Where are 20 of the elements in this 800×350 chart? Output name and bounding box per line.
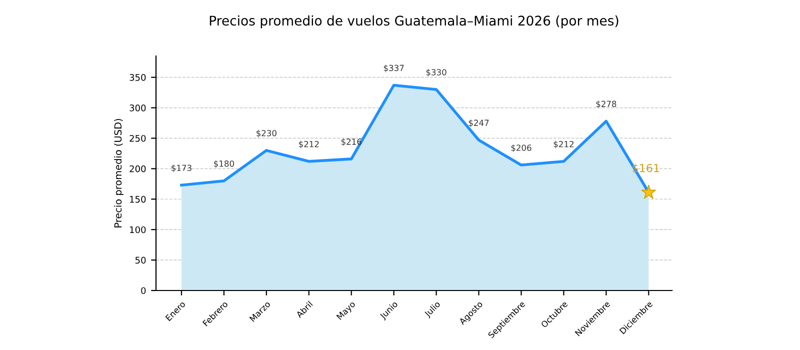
- data-label: $212: [298, 140, 319, 148]
- y-tick-label: 250: [130, 134, 146, 142]
- y-tick-label: 200: [130, 165, 146, 172]
- y-tick-label: 100: [130, 226, 146, 234]
- data-label: $180: [214, 160, 234, 168]
- data-label: $206: [511, 144, 532, 152]
- chart-title: Precios promedio de vuelos Guatemala–Miami 2026 (por mes): [210, 15, 618, 28]
- y-tick-label: 350: [130, 74, 146, 81]
- data-label: $173: [172, 164, 192, 172]
- data-label: $212: [554, 140, 574, 148]
- data-label: $330: [426, 68, 446, 76]
- y-tick-label: 0: [141, 287, 146, 294]
- data-label: $247: [468, 119, 489, 128]
- data-label: $278: [596, 100, 616, 108]
- y-tick-label: 50: [135, 256, 146, 264]
- y-tick-label: 150: [130, 196, 146, 203]
- data-label: $230: [256, 130, 276, 138]
- data-label: $337: [384, 64, 404, 72]
- y-tick-label: 300: [130, 104, 146, 112]
- y-axis-title: Precio promedio (USD): [114, 119, 124, 228]
